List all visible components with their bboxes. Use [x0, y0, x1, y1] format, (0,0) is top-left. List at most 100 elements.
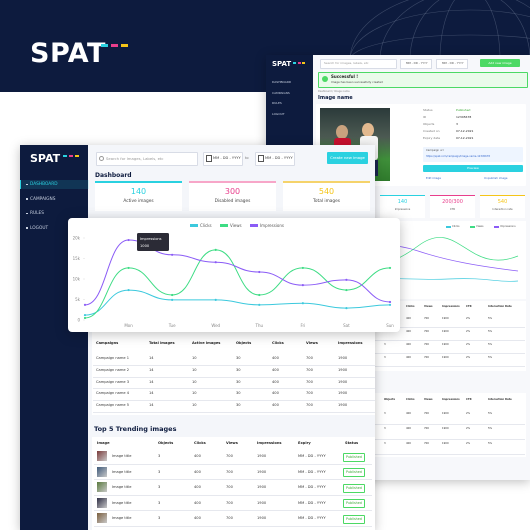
menu-item[interactable]: LOGOUT [272, 111, 285, 116]
table-cell: 1900 [257, 485, 267, 489]
detail-label: Expiry date [423, 136, 441, 140]
logo-dash [293, 62, 296, 64]
table-row [93, 366, 375, 378]
tooltip-label: Impressions [140, 237, 162, 241]
detail-value: 12345678 [456, 115, 472, 119]
point [345, 307, 348, 310]
table-cell: MM - DD - YYYY [298, 500, 326, 505]
table-cell: 14 [149, 403, 154, 408]
status-badge: Published [343, 483, 365, 493]
table-cell: 1900 [338, 391, 348, 396]
table-cell: 10 [192, 356, 197, 360]
unpublish-link[interactable]: Unpublish image [484, 176, 508, 180]
table-cell: 2% [466, 427, 471, 430]
table-cell: 700 [306, 391, 313, 396]
table-cell: 5% [488, 343, 493, 346]
table-row [319, 410, 525, 425]
legend-label: Impressions [500, 225, 516, 228]
search-placeholder[interactable]: Search for Images, Labels, etc [106, 155, 164, 161]
add-button[interactable]: Add new image [480, 59, 520, 67]
table-header: Views [424, 305, 433, 308]
table-cell: 2% [466, 317, 471, 320]
table-cell: 3 [158, 500, 161, 505]
table-cell: 700 [226, 516, 233, 520]
table-header: Views [226, 441, 238, 445]
x-tick-label: Thu [255, 323, 264, 328]
url-label: Campaign url [426, 149, 444, 152]
table-header: Objects [384, 398, 396, 401]
table-cell: 400 [194, 516, 201, 520]
detail-label: Objects [423, 122, 435, 126]
date-text[interactable]: MM - DD - YYYY [213, 155, 241, 160]
table-header: Status [345, 441, 359, 445]
y-tick-label: 10k [73, 277, 81, 282]
tooltip-value: 1000 [140, 244, 150, 248]
menu-item[interactable]: RULES [272, 101, 282, 105]
table-cell: 700 [306, 367, 313, 372]
detail-label: Status [423, 108, 433, 112]
table-cell: 700 [424, 412, 429, 415]
logo-dash [302, 62, 305, 64]
table-header: Active images [192, 341, 221, 345]
table-row [93, 378, 375, 390]
stat-card [189, 181, 276, 211]
table-card [92, 325, 375, 415]
date-text[interactable]: MM - DD - YYYY [442, 61, 464, 65]
search-placeholder[interactable]: Search for images, labels, etc [324, 61, 369, 65]
table-header: Expiry [298, 441, 311, 445]
table-header: Clicks [272, 341, 284, 345]
table-cell: 400 [194, 454, 201, 458]
table-cell: 1900 [442, 317, 449, 320]
table-cell: 14 [149, 379, 154, 384]
table-row [319, 328, 525, 341]
point [345, 288, 348, 292]
edit-link[interactable]: Edit image [426, 176, 442, 180]
legend-swatch [190, 224, 198, 227]
menu-item[interactable]: RULES [30, 211, 44, 216]
logo-dash [297, 62, 301, 64]
x-tick-label: Sat [343, 323, 350, 328]
table-header: Impressions [257, 441, 282, 445]
table-cell: 3 [158, 485, 161, 489]
point [345, 278, 348, 281]
search-icon [99, 156, 104, 161]
menu-item[interactable]: CAMPAIGNS [272, 90, 290, 95]
table-cell: 700 [424, 427, 429, 430]
legend-label: Clicks [200, 223, 212, 228]
menu-bullet [26, 227, 28, 229]
table-header: Objects [158, 441, 174, 445]
table-cell: 14 [149, 367, 154, 372]
table-cell: 400 [194, 469, 201, 474]
table-cell: 400 [406, 343, 411, 346]
menu-item[interactable]: CAMPAIGNS [30, 196, 56, 202]
date-box [255, 152, 295, 166]
menu-bullet [26, 198, 28, 200]
menu-item[interactable]: DASHBOARD [272, 80, 292, 84]
date-text[interactable]: MM - DD - YYYY [265, 155, 293, 160]
stat-label: Active images [123, 199, 154, 204]
legend-label: Views [230, 223, 242, 228]
table-header: Clicks [406, 305, 415, 308]
point [258, 293, 261, 297]
point [171, 253, 174, 256]
table-cell: 400 [406, 317, 411, 320]
table-header: Campaigns [96, 341, 119, 345]
table-row [94, 511, 372, 527]
breadcrumb: Dashboard / Image name [318, 90, 350, 93]
date-text[interactable]: MM - DD - YYYY [406, 61, 428, 65]
table-row [93, 389, 375, 402]
table-cell: 30 [236, 391, 241, 396]
menu-item[interactable]: DASHBOARD [30, 182, 58, 187]
success-banner [318, 72, 528, 88]
legend-label: Clicks [452, 225, 460, 228]
table-cell: 5% [488, 356, 493, 359]
table-cell: Image title [112, 469, 132, 474]
menu-item[interactable]: LOGOUT [30, 225, 49, 231]
create-button[interactable]: Create new image [327, 152, 368, 164]
preview-button[interactable]: Preview [423, 165, 523, 172]
table-cell: 3 [158, 469, 161, 474]
table-cell: Image title [112, 500, 132, 505]
table-cell: 700 [226, 469, 233, 474]
search-box [96, 152, 198, 166]
status-badge: Published [343, 499, 365, 508]
